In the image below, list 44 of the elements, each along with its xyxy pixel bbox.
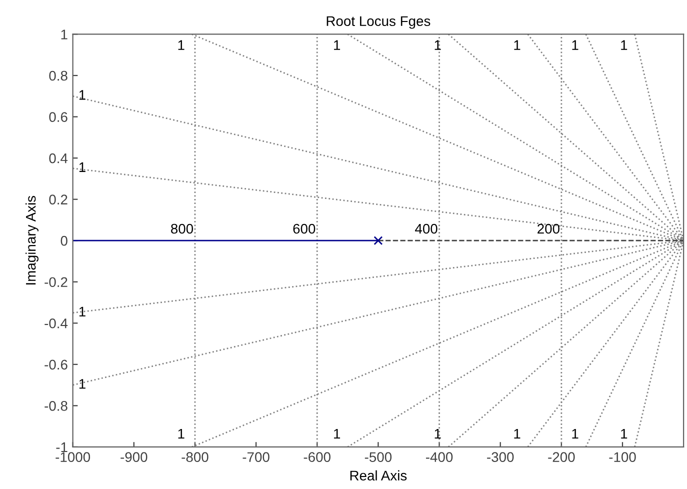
y-tick-label: 0.2 [49,194,68,204]
annotation: 1 [621,428,628,439]
x-tick-label: -600 [304,452,330,462]
x-tick-label: -800 [182,452,208,462]
annotation: 600 [293,224,316,234]
annotation: 1 [514,40,520,50]
annotation: 400 [415,224,438,234]
x-tick-label: -200 [548,452,575,462]
annotation: 1 [178,40,184,50]
annotation: 1 [572,428,578,439]
y-tick-label: 0.8 [49,70,68,81]
y-tick-label: 0.6 [49,112,68,122]
annotation: 1 [334,428,340,439]
annotation: 200 [538,224,560,234]
annotation: 1 [572,40,578,50]
x-axis-title: Real Axis [350,470,407,481]
annotation: 1 [79,90,86,100]
annotation: 1 [79,162,86,172]
annotation: 1 [334,40,340,50]
y-tick-label: -0.6 [44,360,68,370]
annotation: 1 [434,428,441,439]
y-tick-label: -1 [56,442,68,452]
x-tick-label: -900 [120,452,148,462]
annotation: 1 [514,428,520,439]
annotation: 1 [178,428,184,439]
y-tick-label: -0.4 [44,318,68,328]
y-tick-label: 0 [60,236,68,246]
annotation: 1 [79,379,86,389]
y-axis-title: Imaginary Axis [26,196,38,284]
chart-title: Root Locus Fges [326,16,430,29]
y-tick-label: 0.4 [49,153,68,164]
annotation: 1 [621,40,628,50]
x-tick-label: -100 [609,452,636,462]
x-tick-label: -700 [242,452,270,462]
x-tick-label: -1000 [56,452,90,462]
annotation: 800 [171,224,194,234]
x-tick-label: -500 [364,452,392,462]
y-tick-label: -0.8 [44,401,68,411]
y-tick-label: -0.2 [44,277,68,288]
x-tick-label: -300 [487,452,514,462]
x-tick-label: -400 [426,452,453,462]
annotation: 1 [434,40,441,50]
annotation: 1 [79,306,86,316]
y-tick-label: 1 [61,30,68,40]
